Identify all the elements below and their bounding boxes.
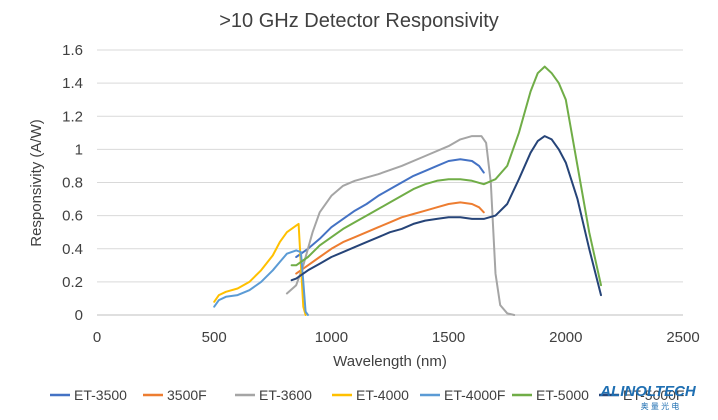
chart-title: >10 GHz Detector Responsivity xyxy=(219,10,499,32)
x-tick-label: 2000 xyxy=(549,329,582,346)
legend: ET-3500 3500F ET-3600 ET-4000 ET-4000F ET-500… xyxy=(50,387,684,403)
series-line-et-3500 xyxy=(295,158,485,258)
y-tick-label: 0.4 xyxy=(62,241,83,258)
series-line-3500f xyxy=(295,201,485,275)
series-line-et-4000f xyxy=(213,249,309,316)
y-tick-label: 1.2 xyxy=(62,108,83,125)
watermark-sub: 奥 量 光 电 xyxy=(641,401,680,411)
legend-label: ET-5000 xyxy=(536,387,589,403)
watermark-brand: ALINOLTECH xyxy=(599,383,697,400)
series-group xyxy=(213,65,602,316)
series-line-et-5000f xyxy=(290,135,602,297)
legend-label: ET-3600 xyxy=(259,387,312,403)
series-line-et-5000 xyxy=(290,65,602,287)
x-tick-label: 1500 xyxy=(432,329,465,346)
watermark-logo: ALINOLTECH 奥 量 光 电 xyxy=(599,383,697,411)
series-line-et-3600 xyxy=(285,135,516,316)
x-tick-label: 0 xyxy=(93,329,101,346)
legend-label: 3500F xyxy=(167,387,207,403)
y-tick-label: 0.8 xyxy=(62,175,83,192)
legend-label: ET-5000F xyxy=(623,387,684,403)
y-tick-label: 0.2 xyxy=(62,274,83,291)
y-tick-label: 1 xyxy=(75,141,83,158)
y-tick-label: 1.6 xyxy=(62,42,83,59)
legend-label: ET-3500 xyxy=(74,387,127,403)
x-tick-label: 1000 xyxy=(315,329,348,346)
axes: 0 0.2 0.4 0.6 0.8 1 1.2 1.4 1.6 0 500 1000 1500 2000 2… xyxy=(62,42,700,346)
legend-label: ET-4000 xyxy=(356,387,409,403)
x-tick-label: 2500 xyxy=(666,329,699,346)
legend-label: ET-4000F xyxy=(444,387,505,403)
y-axis-label: Responsivity (A/W) xyxy=(28,119,45,247)
gridlines xyxy=(97,49,683,316)
x-tick-label: 500 xyxy=(202,329,227,346)
y-tick-label: 0 xyxy=(75,307,83,324)
x-axis-label: Wavelength (nm) xyxy=(333,353,447,370)
y-tick-label: 0.6 xyxy=(62,208,83,225)
series-line-et-4000 xyxy=(213,222,307,316)
y-tick-label: 1.4 xyxy=(62,75,83,92)
